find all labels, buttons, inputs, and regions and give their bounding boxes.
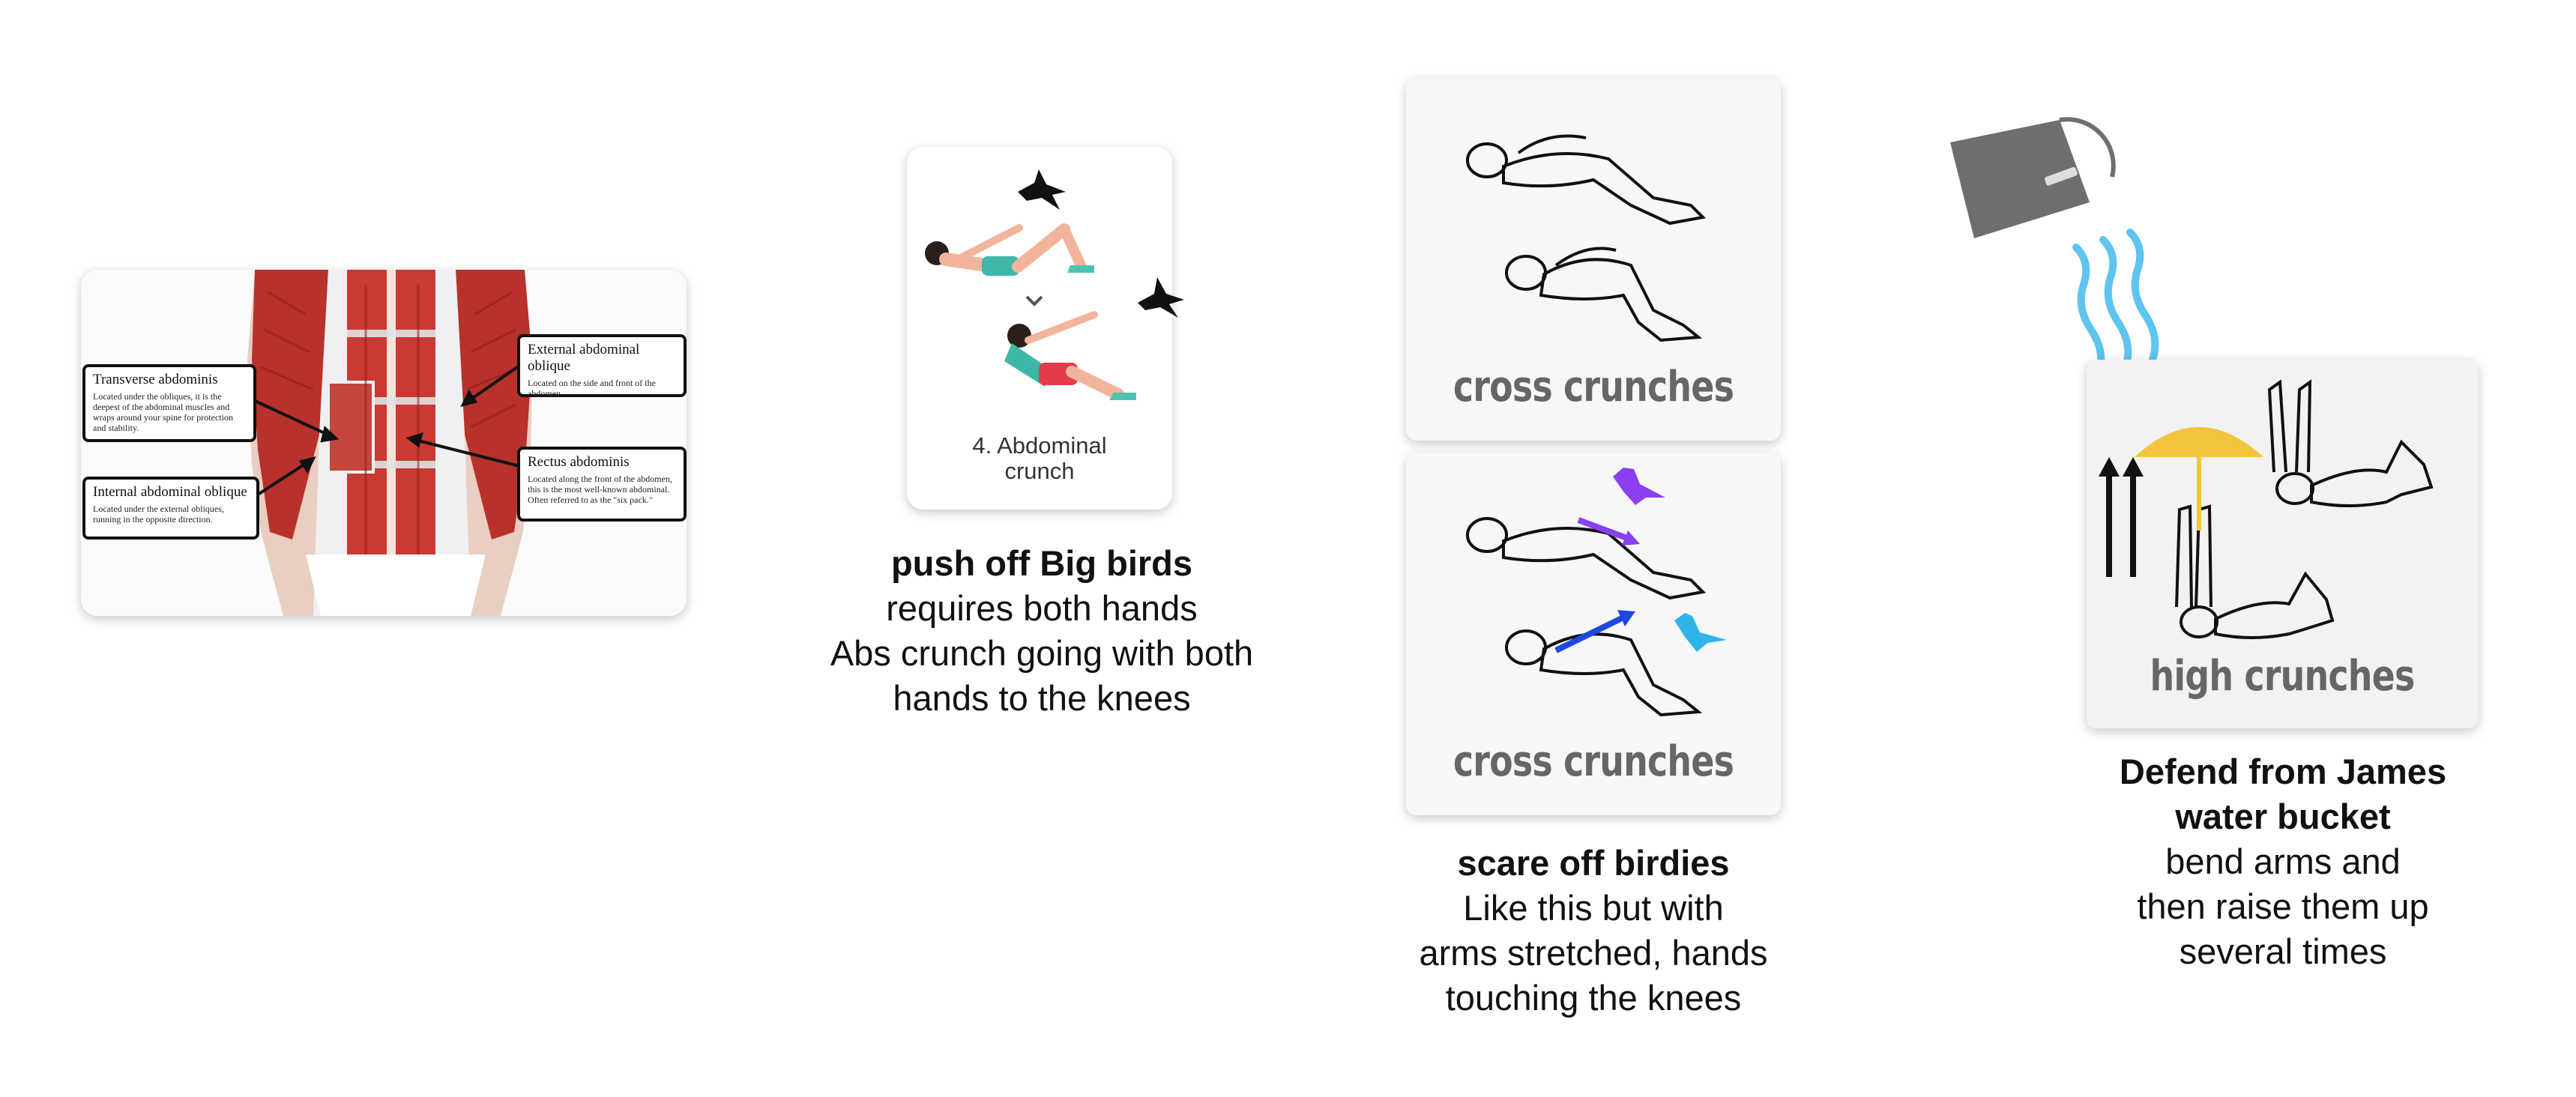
caption-line: several times [2179, 931, 2387, 971]
label-transverse-abdominis: Transverse abdominis Located under the o… [82, 364, 256, 442]
caption-line: requires both hands [886, 588, 1198, 628]
label-internal-abdominal-oblique: Internal abdominal oblique Located under… [82, 477, 259, 540]
caption-line: hands to the knees [893, 678, 1191, 718]
label-external-abdominal-oblique: External abdominal oblique Located on th… [517, 334, 687, 399]
cross-crunch-figures-illustration [1466, 517, 1707, 717]
abdominal-crunch-caption: push off Big birds requires both hands A… [794, 541, 1289, 721]
high-crunch-figures-illustration [2099, 379, 2434, 639]
card-label: 4. Abdominal crunch [972, 432, 1107, 484]
cyan-bird-icon [1674, 613, 1727, 652]
high-crunches-card: high crunches [2087, 360, 2478, 728]
caption-title: scare off birdies [1457, 843, 1730, 883]
caption-title: push off Big birds [890, 543, 1193, 583]
water-bucket-icon [1950, 117, 2116, 238]
caption-title: Defend from James [2119, 752, 2447, 791]
label-title: Transverse abdominis [93, 372, 218, 387]
caption-title: water bucket [2175, 797, 2391, 836]
caption-line: Like this but with [1463, 888, 1724, 928]
cross-crunch-figures-illustration [1466, 134, 1707, 342]
cross-crunches-card-top: cross crunches [1406, 78, 1781, 441]
cross-crunches-caption: scare off birdies Like this but with arm… [1354, 841, 1833, 1021]
label-title: Rectus abdominis [528, 454, 630, 470]
caption-line: Abs crunch going with both [830, 633, 1254, 673]
high-crunches-caption: Defend from James water bucket bend arms… [2043, 749, 2523, 974]
caption-line: then raise them up [2137, 886, 2429, 926]
anatomy-card: Transverse abdominis Located under the o… [81, 270, 687, 616]
crunch-figures-illustration [925, 169, 1136, 400]
label-title: External abdominal oblique [528, 342, 640, 374]
card-label: cross crunches [1453, 363, 1734, 411]
abdominal-crunch-card: 4. Abdominal crunch [907, 147, 1172, 510]
card-label: cross crunches [1453, 737, 1734, 786]
label-description: Located under the external obliques, run… [93, 504, 224, 525]
purple-bird-icon [1613, 468, 1665, 505]
label-rectus-abdominis: Rectus abdominis Located along the front… [517, 447, 687, 522]
label-title: Internal abdominal oblique [93, 484, 247, 500]
black-bird-icon [1138, 277, 1184, 318]
caption-line: touching the knees [1445, 978, 1742, 1018]
caption-line: arms stretched, hands [1419, 933, 1768, 973]
cross-crunches-card-bottom: cross crunches [1406, 453, 1781, 815]
card-label: high crunches [2150, 652, 2416, 701]
label-description: Located under the obliques, it is the de… [93, 391, 233, 433]
label-description: Located along the front of the abdomen, … [528, 474, 672, 505]
abdominal-muscles-illustration [247, 270, 532, 616]
caption-line: bend arms and [2165, 841, 2401, 881]
label-description: Located on the side and front of the abd… [528, 378, 656, 399]
